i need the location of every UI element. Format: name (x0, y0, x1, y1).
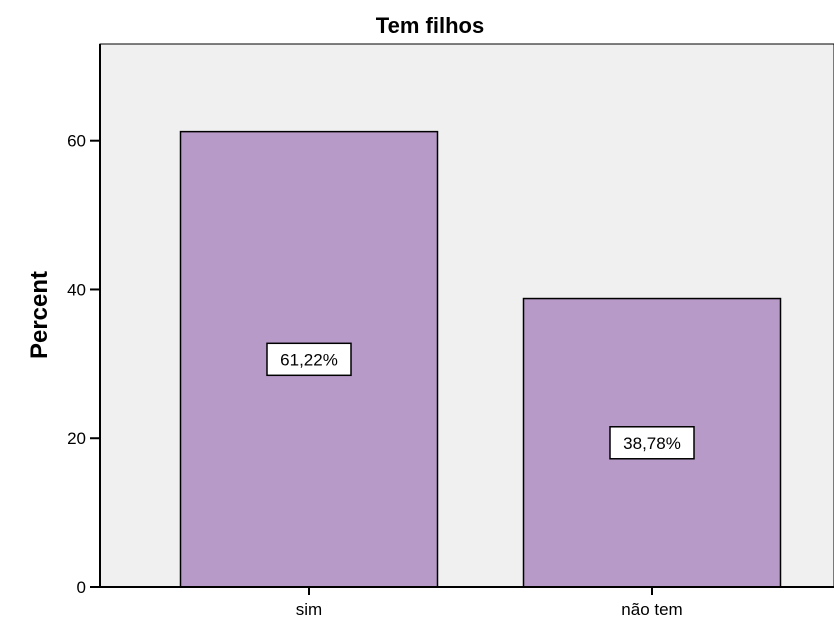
y-tick-label-0: 0 (77, 578, 86, 597)
data-label-box-0 (266, 342, 352, 377)
y-axis-label: Percent (26, 271, 53, 359)
axes-layer: sim não tem 0 20 40 60 (67, 44, 834, 619)
data-label-1: 38,78% (623, 434, 681, 453)
y-tick-label-1: 20 (67, 429, 86, 448)
data-labels-layer: 61,22% 38,78% (266, 342, 695, 460)
y-tick-label-3: 60 (67, 132, 86, 151)
chart-title: Tem filhos (376, 13, 484, 38)
x-tick-label-1: não tem (621, 600, 682, 619)
data-label-box-1 (609, 426, 695, 460)
y-tick-label-2: 40 (67, 280, 86, 299)
x-tick-label-0: sim (296, 600, 322, 619)
data-label-0: 61,22% (280, 350, 338, 369)
